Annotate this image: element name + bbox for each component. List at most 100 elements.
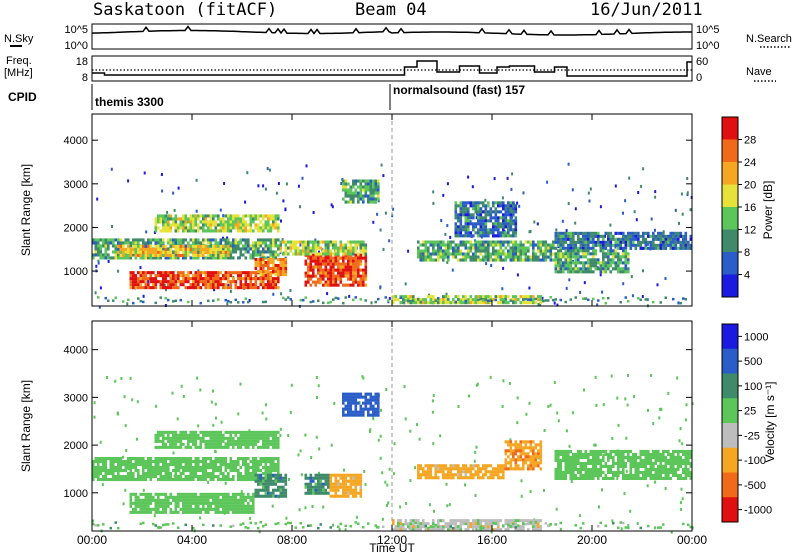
noise-right-tick-top: 10^5 <box>696 24 720 36</box>
nsky-label: N.Sky <box>4 33 34 45</box>
echo-cell <box>167 217 170 221</box>
echo-cell <box>157 220 160 224</box>
echo-cell <box>244 445 248 449</box>
echo-cell <box>252 253 255 257</box>
echo-cell <box>242 223 245 227</box>
speckle-cell <box>219 208 222 212</box>
echo-cell <box>582 249 585 253</box>
echo-cell <box>357 479 360 483</box>
ground-cell <box>212 299 215 302</box>
echo-cell <box>177 277 180 281</box>
echo-cell <box>169 475 173 479</box>
echo-cell <box>507 440 510 444</box>
echo-cell <box>324 268 328 272</box>
echo-cell <box>577 255 580 259</box>
echo-cell <box>209 466 213 470</box>
echo-cell <box>492 473 495 477</box>
echo-cell <box>419 464 423 468</box>
echo-cell <box>567 243 570 247</box>
echo-cell <box>517 255 520 259</box>
ground-cell <box>569 298 572 301</box>
echo-cell <box>122 244 125 248</box>
echo-cell <box>204 274 208 278</box>
echo-cell <box>477 476 480 480</box>
echo-cell <box>514 252 518 256</box>
echo-cell <box>304 246 308 250</box>
echo-cell <box>622 267 625 271</box>
ground-cell <box>97 296 100 299</box>
echo-cell <box>149 271 153 275</box>
echo-cell <box>154 238 158 242</box>
echo-cell <box>479 201 483 205</box>
echo-cell <box>369 185 373 189</box>
speckle-cell <box>431 399 434 403</box>
echo-cell <box>257 250 260 254</box>
echo-cell <box>359 246 363 250</box>
echo-cell <box>492 258 495 262</box>
echo-cell <box>247 475 250 479</box>
ground-cell <box>132 301 135 305</box>
echo-cell <box>254 217 258 221</box>
echo-cell <box>269 442 273 446</box>
echo-cell <box>179 475 183 479</box>
echo-cell <box>162 439 165 443</box>
echo-cell <box>147 247 150 251</box>
echo-cell <box>259 220 263 224</box>
echo-cell <box>627 237 630 241</box>
ground-cell <box>597 299 600 302</box>
echo-cell <box>279 264 283 268</box>
echo-cell <box>127 250 130 254</box>
speckle-cell <box>596 303 599 307</box>
echo-cell <box>172 469 175 473</box>
echo-cell <box>152 271 155 275</box>
echo-cell <box>437 476 440 480</box>
echo-cell <box>249 271 253 275</box>
echo-cell <box>107 256 110 260</box>
echo-cell <box>184 430 188 434</box>
echo-cell <box>199 220 203 224</box>
echo-cell <box>144 510 148 514</box>
echo-cell <box>492 246 495 250</box>
echo-cell <box>199 436 203 440</box>
echo-cell <box>209 220 213 224</box>
echo-cell <box>134 501 138 505</box>
echo-cell <box>172 244 175 248</box>
echo-cell <box>112 469 115 473</box>
echo-cell <box>232 510 235 514</box>
echo-cell <box>607 261 610 265</box>
echo-cell <box>182 507 185 511</box>
echo-cell <box>207 457 210 461</box>
echo-cell <box>454 249 458 253</box>
echo-cell <box>132 277 135 281</box>
echo-cell <box>97 241 100 245</box>
echo-cell <box>514 222 518 226</box>
echo-cell <box>192 214 195 218</box>
echo-cell <box>259 283 263 287</box>
echo-cell <box>257 270 260 274</box>
echo-cell <box>194 510 198 514</box>
echo-cell <box>324 280 328 284</box>
echo-cell <box>334 256 338 260</box>
echo-cell <box>474 225 478 229</box>
echo-cell <box>247 504 250 508</box>
echo-cell <box>179 244 183 248</box>
echo-cell <box>212 507 215 511</box>
echo-cell <box>359 482 363 486</box>
echo-cell <box>427 255 430 259</box>
speckle-cell <box>414 466 417 470</box>
echo-cell <box>497 243 500 247</box>
echo-cell <box>129 244 133 248</box>
echo-cell <box>277 270 280 274</box>
echo-cell <box>144 460 148 464</box>
echo-cell <box>554 234 558 238</box>
echo-cell <box>232 280 235 284</box>
echo-cell <box>232 238 235 242</box>
echo-cell <box>452 246 455 250</box>
echo-cell <box>194 445 198 449</box>
echo-cell <box>309 488 313 492</box>
speckle-cell <box>238 256 241 260</box>
echo-cell <box>219 241 223 245</box>
echo-cell <box>312 253 315 257</box>
echo-cell <box>237 244 240 248</box>
